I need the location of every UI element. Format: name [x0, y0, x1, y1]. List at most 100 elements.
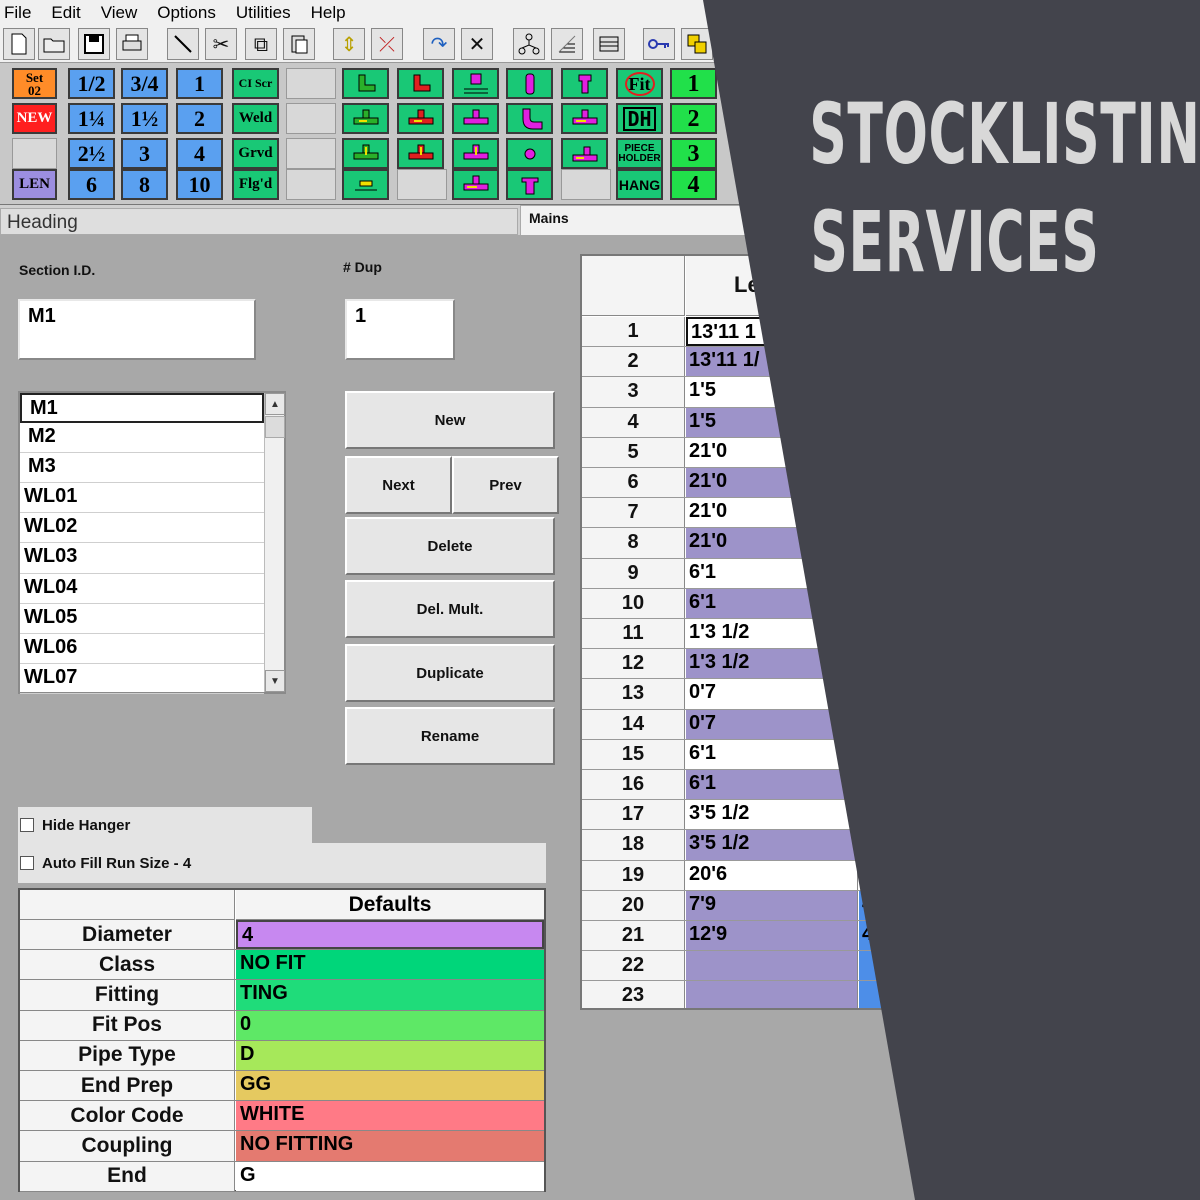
size-6-button[interactable]: 6 — [68, 169, 115, 200]
size-1-1-4-button[interactable]: 1¼ — [68, 103, 115, 134]
print-icon[interactable] — [116, 28, 148, 60]
weld-button[interactable]: Weld — [232, 103, 279, 134]
list-item[interactable]: WL01 — [20, 483, 264, 514]
auto-fill-checkbox[interactable] — [20, 856, 34, 870]
number-2-button[interactable]: 2 — [670, 103, 717, 134]
len-button[interactable]: LEN — [12, 169, 57, 200]
grooved-button[interactable]: Grvd — [232, 138, 279, 169]
tab-mains[interactable]: Mains — [520, 205, 750, 235]
menu-file[interactable]: File — [4, 2, 32, 22]
duplicate-button[interactable]: Duplicate — [345, 644, 555, 702]
cross-magenta-fitting-icon[interactable] — [452, 138, 499, 169]
size-cell[interactable]: 4 — [859, 890, 978, 920]
length-cell[interactable]: 1'3 1/2 — [686, 619, 858, 649]
delete-button[interactable]: Delete — [345, 517, 555, 575]
size-1-2-button[interactable]: 1/2 — [68, 68, 115, 99]
piece-holder-button[interactable]: PIECE HOLDER — [616, 138, 663, 169]
prev-button[interactable]: Prev — [452, 456, 559, 514]
number-1-button[interactable]: 1 — [670, 68, 717, 99]
size-1-button[interactable]: 1 — [176, 68, 223, 99]
list-item[interactable]: M1 — [20, 393, 264, 424]
new-button[interactable]: New — [345, 391, 555, 449]
length-cell[interactable]: 3'5 1/2 — [686, 830, 858, 860]
cross-fitting-icon[interactable] — [342, 138, 389, 169]
cap-fitting-icon[interactable] — [506, 138, 553, 169]
length-cell[interactable]: 0'7 — [686, 709, 858, 739]
size-3-4-button[interactable]: 3/4 — [121, 68, 168, 99]
defaults-value[interactable]: WHITE — [236, 1101, 544, 1131]
length-cell[interactable]: 1'3 1/2 — [686, 649, 858, 679]
size-cell[interactable] — [859, 951, 978, 981]
length-cell[interactable]: 6'1 — [686, 770, 858, 800]
reducer-fitting-icon[interactable] — [452, 68, 499, 99]
layers-icon[interactable] — [681, 28, 713, 60]
expand-vertical-icon[interactable]: ⇕ — [333, 28, 365, 60]
branch-fitting-icon[interactable] — [561, 103, 608, 134]
pipe-vertical-icon[interactable] — [506, 68, 553, 99]
menu-view[interactable]: View — [100, 2, 138, 22]
ci-scr-button[interactable]: CI Scr — [232, 68, 279, 99]
delete-multiple-button[interactable]: Del. Mult. — [345, 580, 555, 638]
list-item[interactable]: WL06 — [20, 634, 264, 664]
size-10-button[interactable]: 10 — [176, 169, 223, 200]
length-cell[interactable]: 3'5 1/2 — [686, 800, 858, 830]
size-2-button[interactable]: 2 — [176, 103, 223, 134]
defaults-value[interactable]: D — [236, 1040, 544, 1070]
list-item[interactable]: M3 — [20, 453, 264, 484]
section-list[interactable]: M1 M2 M3 WL01 WL02 WL03 WL04 WL05 WL06 W… — [18, 391, 286, 694]
copy-icon[interactable]: ⧉ — [245, 28, 277, 60]
defaults-value[interactable]: GG — [236, 1071, 544, 1101]
open-folder-icon[interactable] — [38, 28, 70, 60]
scroll-thumb[interactable] — [265, 416, 285, 438]
defaults-value[interactable]: 4 — [236, 920, 544, 950]
length-cell[interactable] — [686, 981, 858, 1008]
defaults-value[interactable]: TING — [236, 980, 544, 1010]
length-cell[interactable]: 13'11 1 — [686, 317, 858, 347]
new-file-icon[interactable] — [3, 28, 35, 60]
cancel-icon[interactable]: ✕ — [461, 28, 493, 60]
hide-hanger-checkbox[interactable] — [20, 818, 34, 832]
length-cell[interactable]: 0'7 — [686, 679, 858, 709]
length-cell[interactable]: 21'0 — [686, 528, 858, 558]
cut-icon[interactable]: ✂ — [205, 28, 237, 60]
new-palette-button[interactable]: NEW — [12, 103, 57, 134]
tee-fitting-icon[interactable] — [342, 103, 389, 134]
no-fit-button[interactable]: Fit — [616, 68, 663, 99]
paste-icon[interactable] — [283, 28, 315, 60]
section-id-input[interactable]: M1 — [18, 299, 256, 360]
menu-edit[interactable]: Edit — [51, 2, 81, 22]
dh-button[interactable]: DH — [616, 103, 663, 134]
length-cell[interactable]: 7'9 — [686, 890, 858, 920]
pipe-rack-icon[interactable] — [593, 28, 625, 60]
list-item[interactable]: WL02 — [20, 513, 264, 544]
elbow-45-fitting-icon[interactable] — [506, 103, 553, 134]
elbow-red-fitting-icon[interactable] — [397, 68, 444, 99]
length-cell[interactable]: 6'1 — [686, 588, 858, 618]
length-cell[interactable]: 20'6 — [686, 860, 858, 890]
list-item[interactable]: WL04 — [20, 574, 264, 604]
list-item[interactable]: WL03 — [20, 543, 264, 574]
tab-heading[interactable]: Heading — [0, 208, 518, 235]
defaults-value[interactable]: G — [236, 1161, 544, 1191]
length-cell[interactable]: 13'11 1/ — [686, 347, 858, 377]
save-icon[interactable] — [78, 28, 110, 60]
length-cell[interactable]: 21'0 — [686, 437, 858, 467]
lateral-fitting-icon[interactable] — [561, 138, 608, 169]
size-2-1-2-button[interactable]: 2½ — [68, 138, 115, 169]
document-lines-icon[interactable] — [551, 28, 583, 60]
valve-fitting-icon[interactable] — [561, 68, 608, 99]
number-3-button[interactable]: 3 — [670, 138, 717, 169]
length-cell[interactable]: 6'1 — [686, 739, 858, 769]
flange-fitting-icon[interactable] — [342, 169, 389, 200]
length-cell[interactable]: 6'1 — [686, 558, 858, 588]
defaults-value[interactable]: NO FIT — [236, 950, 544, 980]
size-1-1-2-button[interactable]: 1½ — [121, 103, 168, 134]
list-item[interactable]: M2 — [20, 423, 264, 454]
key-icon[interactable] — [643, 28, 675, 60]
size-cell[interactable] — [859, 981, 978, 1008]
list-scrollbar[interactable]: ▲ ▼ — [264, 393, 285, 692]
defaults-value[interactable]: 0 — [236, 1010, 544, 1040]
list-item[interactable]: WL05 — [20, 604, 264, 634]
scroll-up-icon[interactable]: ▲ — [265, 393, 285, 415]
length-cell[interactable]: 21'0 — [686, 468, 858, 498]
